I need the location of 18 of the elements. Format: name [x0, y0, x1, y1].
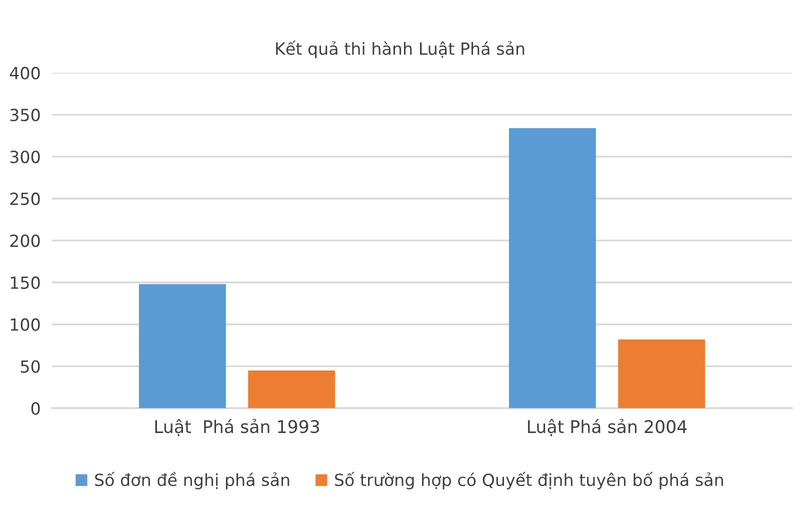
y-tick-label: 150 — [10, 276, 40, 289]
legend-label: Số đơn đề nghị phá sản — [95, 472, 290, 490]
y-tick-label: 50 — [20, 360, 40, 373]
legend-label: Số trường hợp có Quyết định tuyên bố phá sản — [334, 472, 723, 490]
y-tick-label: 350 — [10, 108, 40, 122]
y-tick-label: 100 — [10, 318, 40, 331]
y-tick-label: 400 — [10, 66, 40, 80]
x-tick-label: Luật Phá sản 1993 — [155, 418, 320, 436]
bar — [248, 370, 336, 408]
y-tick-label: 250 — [10, 192, 40, 206]
x-tick-label: Luật Phá sản 2004 — [528, 418, 687, 436]
y-tick-label: 300 — [10, 150, 40, 164]
bar — [618, 339, 706, 408]
bar — [138, 284, 226, 408]
y-tick-label: 200 — [10, 234, 40, 248]
bar — [508, 128, 596, 408]
chart-title: Kết quả thi hành Luật Phá sản — [276, 40, 524, 58]
y-tick-label: 0 — [31, 402, 40, 415]
